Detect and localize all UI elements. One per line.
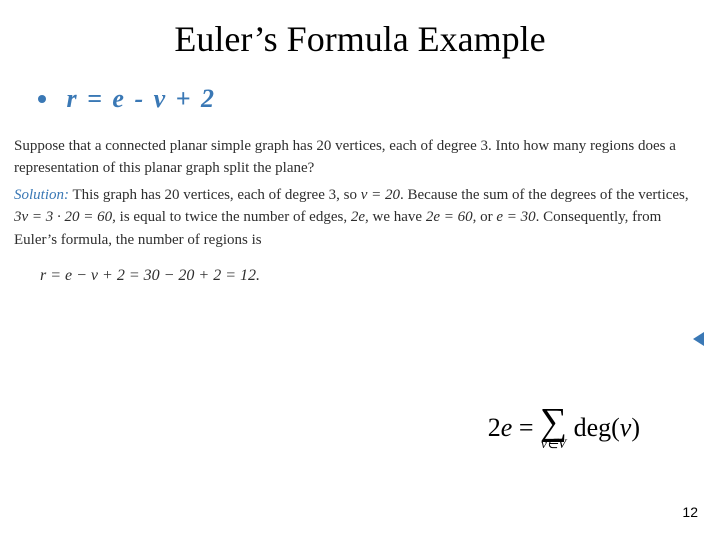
deg-func: deg( [574, 413, 620, 442]
euler-formula: r = e - v + 2 [67, 84, 217, 113]
e-eq: e = 30 [496, 209, 535, 225]
solution-part2: . Because the sum of the degrees of the … [400, 187, 689, 203]
slide: Euler’s Formula Example r = e - v + 2 Su… [0, 0, 720, 540]
sigma-sub: v∈V [540, 437, 567, 450]
two-e-eq: 2e = 60 [426, 209, 473, 225]
degree-sum-eq: 3v = 3 · 20 = 60 [14, 209, 112, 225]
page-number: 12 [682, 504, 698, 520]
result-eq-text: r = e − v + 2 = 30 − 20 + 2 = 12. [40, 267, 260, 284]
handshake-lhs: 2e = [488, 413, 534, 443]
solution-part4: , we have [365, 209, 426, 225]
deg-close: ) [631, 413, 640, 442]
end-of-proof-icon [693, 332, 704, 346]
sigma-icon: ∑ v∈V [540, 405, 567, 450]
solution-part3: , is equal to twice the number of edges, [112, 209, 351, 225]
two-e: 2e [351, 209, 365, 225]
deg-arg: v [620, 413, 632, 442]
problem-statement: Suppose that a connected planar simple g… [0, 124, 720, 180]
handshake-rhs: deg(v) [574, 413, 640, 443]
solution-part1: This graph has 20 vertices, each of degr… [69, 187, 361, 203]
bullet-row: r = e - v + 2 [0, 70, 720, 124]
solution-text: Solution: This graph has 20 vertices, ea… [0, 180, 720, 252]
v-equals-20: v = 20 [361, 187, 400, 203]
solution-label: Solution: [14, 187, 69, 203]
result-equation: r = e − v + 2 = 30 − 20 + 2 = 12. [0, 251, 720, 285]
bullet-dot-icon [38, 95, 46, 103]
solution-part5: , or [473, 209, 497, 225]
page-title: Euler’s Formula Example [0, 0, 720, 70]
handshaking-lemma: 2e = ∑ v∈V deg(v) [488, 405, 640, 450]
